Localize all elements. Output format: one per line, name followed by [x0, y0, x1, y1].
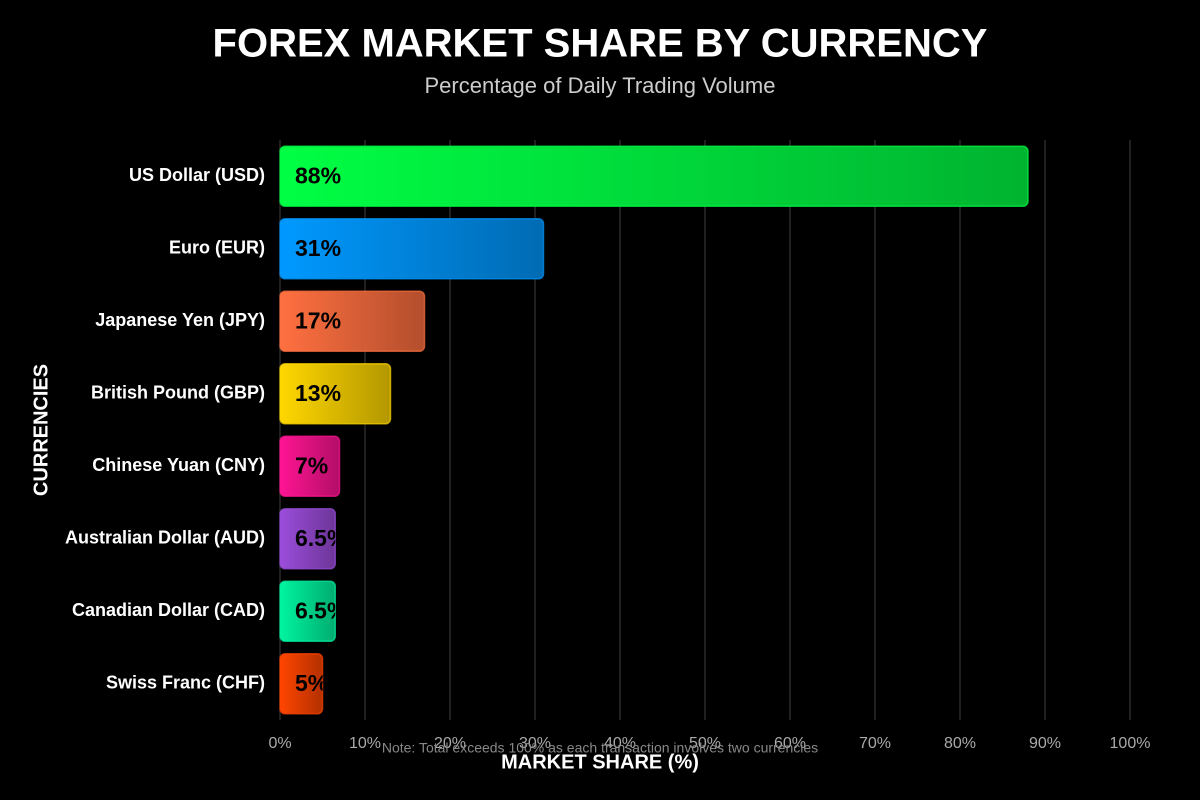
- value-label: 13%: [295, 380, 341, 406]
- bar: [279, 363, 392, 425]
- x-tick-label: 60%: [774, 735, 806, 752]
- category-label: British Pound (GBP): [91, 383, 265, 403]
- bar: [279, 653, 324, 715]
- bar: [279, 435, 341, 497]
- x-tick-label: 10%: [349, 735, 381, 752]
- category-label: US Dollar (USD): [129, 165, 265, 185]
- category-label: Euro (EUR): [169, 238, 265, 258]
- value-label: 88%: [295, 162, 341, 188]
- value-label: 5%: [295, 670, 328, 696]
- chart-title: FOREX MARKET SHARE BY CURRENCY: [213, 22, 988, 66]
- plot-area: 0% 10% 20% 30% 40% 50% 60% 70% 80% 90% 100% US Doll…: [65, 140, 1150, 756]
- bar: [279, 290, 426, 352]
- category-label: Australian Dollar (AUD): [65, 528, 265, 548]
- value-label: 17%: [295, 307, 341, 333]
- y-axis-title: CURRENCIES: [30, 364, 52, 496]
- bar: [279, 145, 1029, 207]
- x-tick-label: 90%: [1029, 735, 1061, 752]
- x-axis-title: MARKET SHARE (%): [501, 751, 699, 773]
- note: Note: Total exceeds 100% as each transac…: [382, 740, 818, 756]
- x-tick-label: 70%: [859, 735, 891, 752]
- value-label: 6.5%: [295, 525, 347, 551]
- x-tick-label: 30%: [519, 735, 551, 752]
- x-tick-label: 20%: [434, 735, 466, 752]
- category-label: Canadian Dollar (CAD): [72, 600, 265, 620]
- value-label: 31%: [295, 235, 341, 261]
- bar: [279, 508, 336, 570]
- x-tick-label: 100%: [1110, 735, 1151, 752]
- x-tick-label: 40%: [604, 735, 636, 752]
- chart-subtitle: Percentage of Daily Trading Volume: [425, 73, 776, 98]
- value-label: 6.5%: [295, 597, 347, 623]
- x-tick-label: 80%: [944, 735, 976, 752]
- value-label: 7%: [295, 452, 328, 478]
- category-label: Swiss Franc (CHF): [106, 673, 265, 693]
- bar: [279, 218, 545, 280]
- category-label: Chinese Yuan (CNY): [92, 455, 265, 475]
- category-label: Japanese Yen (JPY): [95, 310, 265, 330]
- bar: [279, 580, 336, 642]
- x-tick-label: 0%: [268, 735, 291, 752]
- x-tick-label: 50%: [689, 735, 721, 752]
